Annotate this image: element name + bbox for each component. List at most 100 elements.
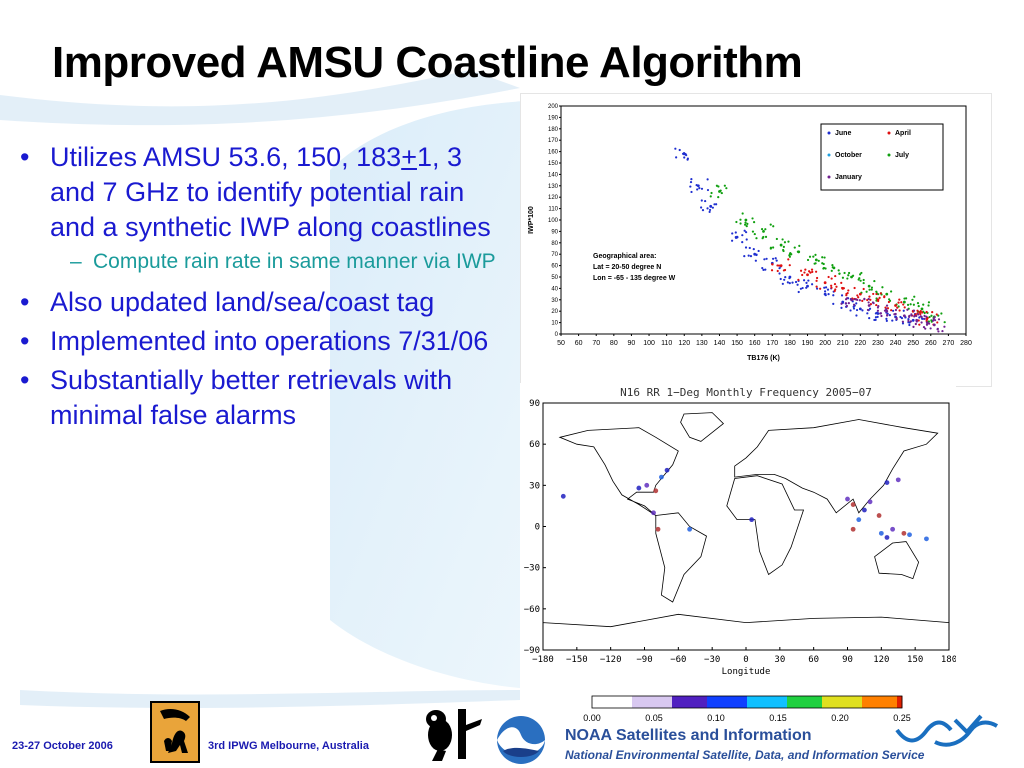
colorbar-cell	[857, 696, 863, 708]
data-point	[675, 156, 678, 159]
data-point	[744, 223, 747, 226]
rain-frequency-mark	[901, 530, 907, 536]
data-point	[799, 269, 803, 272]
y-tick-label: 50	[551, 275, 558, 281]
data-point	[735, 220, 738, 224]
data-point	[794, 280, 798, 284]
data-point	[819, 287, 822, 290]
data-point	[781, 238, 784, 241]
data-point	[925, 321, 929, 324]
data-point	[857, 296, 860, 299]
y-tick-label: 120	[548, 195, 559, 201]
bullet-item: • Utilizes AMSU 53.6, 150, 183+1, 3 and …	[18, 140, 513, 245]
colorbar-cell	[847, 696, 853, 708]
data-point	[690, 190, 693, 194]
data-point	[810, 268, 814, 271]
data-point	[701, 208, 705, 212]
lon-tick-label: 60	[808, 655, 819, 665]
data-point	[796, 250, 799, 253]
bullet-dot-icon: •	[20, 142, 30, 172]
data-point	[881, 286, 884, 289]
data-point	[832, 302, 835, 305]
data-point	[870, 288, 873, 291]
data-point	[783, 278, 786, 281]
data-point	[878, 296, 881, 299]
data-point	[871, 301, 875, 304]
data-point	[917, 319, 920, 322]
data-point	[862, 281, 865, 285]
data-point	[782, 269, 786, 272]
data-point	[912, 325, 915, 329]
data-point	[762, 268, 765, 271]
colorbar-cell	[627, 696, 633, 708]
rain-frequency-mark	[867, 499, 873, 505]
lon-tick-label: −30	[704, 655, 720, 665]
data-point	[791, 281, 794, 284]
data-point	[902, 300, 906, 304]
data-point	[923, 314, 926, 317]
data-point	[923, 317, 926, 320]
data-point	[674, 147, 677, 150]
annotation-text: Lat = 20-50 degree N	[593, 264, 661, 271]
x-tick-label: 220	[855, 340, 867, 347]
data-point	[683, 156, 686, 159]
data-point	[826, 288, 830, 291]
data-point	[698, 187, 701, 190]
colorbar-cell	[837, 696, 843, 708]
data-point	[764, 268, 767, 271]
sub-bullet-item: – Compute rain rate in same manner via I…	[18, 249, 513, 275]
data-point	[788, 264, 791, 267]
data-point	[898, 309, 901, 312]
colorbar: 0.00 0.05 0.10 0.15 0.20 0.25	[560, 692, 930, 732]
colorbar-cell	[647, 696, 653, 708]
data-point	[916, 309, 919, 312]
rain-frequency-mark	[895, 477, 901, 483]
y-axis-label: IWP*100	[528, 206, 535, 234]
data-point	[731, 239, 734, 242]
data-point	[902, 314, 906, 318]
x-tick-label: 210	[837, 340, 849, 347]
data-point	[815, 270, 818, 273]
data-point	[823, 281, 827, 285]
data-point	[765, 257, 768, 260]
data-point	[911, 298, 914, 301]
data-point	[772, 225, 775, 228]
data-point	[845, 294, 848, 297]
x-tick-label: 180	[784, 340, 796, 347]
lon-tick-label: 30	[774, 655, 785, 665]
colorbar-cell	[672, 696, 678, 708]
data-point	[823, 286, 826, 289]
colorbar-cell	[707, 696, 713, 708]
data-point	[706, 188, 710, 192]
data-point	[866, 312, 869, 315]
data-point	[788, 255, 791, 258]
bullet-text: Implemented into operations 7/31/06	[50, 326, 489, 356]
series-january	[840, 297, 946, 333]
data-point	[915, 314, 918, 318]
data-point	[912, 303, 915, 306]
rain-frequency-mark	[856, 517, 862, 523]
data-point	[840, 306, 843, 309]
lon-tick-label: −120	[600, 655, 622, 665]
data-point	[906, 303, 910, 306]
data-point	[874, 318, 877, 321]
data-point	[741, 234, 744, 237]
data-point	[760, 227, 764, 231]
data-point	[777, 264, 781, 267]
data-point	[846, 277, 849, 280]
data-point	[763, 258, 766, 261]
data-point	[787, 258, 790, 261]
data-point	[896, 306, 899, 309]
colorbar-cell	[777, 696, 783, 708]
colorbar-cell	[772, 696, 778, 708]
data-point	[838, 272, 841, 275]
data-point	[700, 199, 703, 202]
colorbar-cell	[802, 696, 808, 708]
data-point	[868, 316, 871, 320]
footer-conference: 3rd IPWG Melbourne, Australia	[208, 740, 369, 752]
y-tick-label: 190	[548, 115, 559, 121]
data-point	[706, 178, 709, 181]
y-tick-label: 100	[548, 218, 559, 224]
data-point	[907, 315, 911, 318]
